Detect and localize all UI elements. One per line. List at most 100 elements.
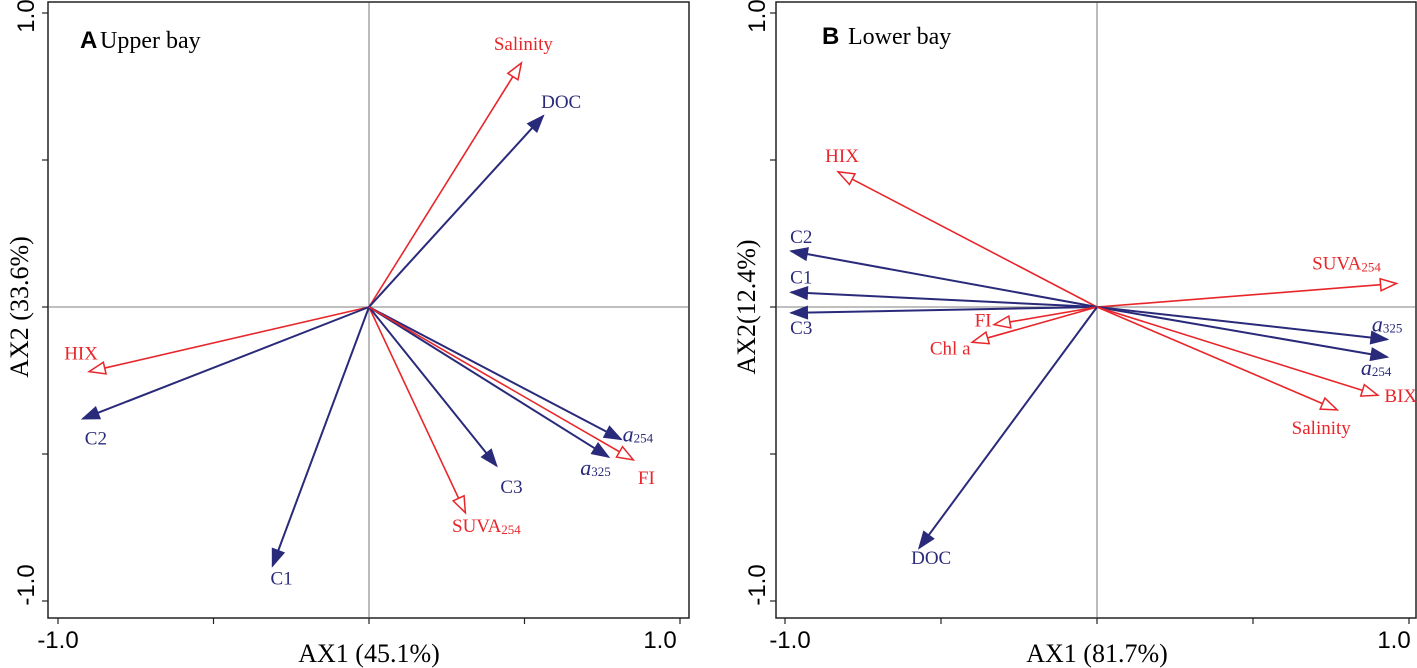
panel-a-upper-bay: A Upper bay AX1 (45.1%) AX2 (33.6%) -1.0… (5, 0, 690, 668)
x-tick-label: 1.0 (1377, 627, 1410, 654)
vector-c1: C1 (789, 268, 1098, 308)
vector-label: Salinity (1292, 418, 1352, 439)
arrowhead-icon (590, 442, 611, 459)
arrowhead-icon (506, 61, 523, 81)
panel-title: Lower bay (848, 24, 951, 50)
panel-b-lower-bay: B Lower bay AX1 (81.7%) AX2(12.4%) -1.0 … (732, 0, 1417, 668)
vector-label: DOC (541, 92, 581, 113)
vector-line (368, 115, 544, 308)
vector-label: C2 (790, 227, 812, 248)
vector-line (1096, 283, 1381, 308)
arrowhead-icon (80, 406, 102, 420)
vector-line (851, 178, 1098, 308)
arrowhead-icon (789, 305, 809, 320)
vector-label: a254 (623, 421, 654, 446)
vector-c2: C2 (80, 306, 370, 450)
arrowhead-icon (615, 445, 636, 461)
vector-line (271, 306, 370, 567)
vector-suva254: SUVA254 (1096, 254, 1399, 308)
arrowhead-icon (1369, 330, 1390, 345)
vector-label: C1 (790, 268, 812, 289)
vector-hix: HIX (825, 146, 1098, 308)
vector-line (918, 306, 1098, 549)
y-tick-label: 1.0 (744, 0, 771, 33)
vector-line (368, 306, 622, 441)
y-axis-label: AX2(12.4%) (732, 239, 761, 374)
vector-salinity: Salinity (1096, 306, 1352, 439)
vector-label: a325 (580, 455, 611, 480)
vector-line (368, 306, 620, 453)
arrowhead-icon (789, 286, 809, 301)
vector-label: HIX (64, 344, 98, 365)
vector-bix: BIX (1096, 306, 1417, 408)
vector-line (1096, 306, 1388, 358)
vector-line (368, 306, 498, 467)
vector-line (1096, 306, 1363, 392)
vector-hix: HIX (64, 306, 370, 375)
arrowhead-icon (526, 114, 545, 134)
vector-line (791, 250, 1098, 308)
vector-suva254: SUVA254 (368, 306, 521, 537)
arrowhead-icon (991, 314, 1012, 329)
vector-label: FI (975, 311, 992, 332)
x-tick-label: -1.0 (37, 627, 78, 654)
vector-c2: C2 (789, 227, 1098, 308)
plot-frame (775, 1, 1417, 619)
vector-line (368, 306, 610, 458)
vector-c3: C3 (368, 306, 523, 498)
vector-label: C3 (790, 318, 812, 339)
vector-line (368, 76, 514, 308)
vector-line (791, 306, 1098, 314)
vector-label: a254 (1361, 355, 1392, 380)
vector-a325: a325 (368, 306, 611, 480)
y-tick-label: -1.0 (744, 564, 771, 605)
vector-doc: DOC (911, 306, 1098, 569)
panel-letter: B (822, 23, 839, 50)
vector-label: Salinity (494, 34, 554, 55)
y-tick-label: -1.0 (13, 564, 40, 605)
vector-doc: DOC (368, 92, 581, 308)
arrowhead-icon (917, 530, 935, 550)
arrowhead-icon (602, 425, 623, 441)
vector-label: HIX (825, 146, 859, 167)
vector-fi: FI (975, 306, 1098, 332)
vector-line (82, 306, 370, 420)
arrowhead-icon (1369, 347, 1390, 362)
vector-label: a325 (1372, 311, 1403, 336)
arrowhead-icon (970, 330, 991, 345)
arrowhead-icon (789, 247, 809, 262)
panel-title: Upper bay (100, 28, 201, 54)
vector-salinity: Salinity (368, 34, 554, 308)
arrowhead-icon (480, 448, 498, 468)
vector-label: C2 (85, 429, 107, 450)
vector-fi: FI (368, 306, 655, 489)
vector-line (791, 291, 1098, 308)
vector-label: Chl a (930, 339, 971, 360)
vector-label: C3 (500, 477, 522, 498)
arrowhead-icon (271, 547, 286, 568)
x-axis-label: AX1 (45.1%) (298, 639, 440, 668)
vector-label: SUVA254 (1312, 254, 1381, 275)
vector-label: SUVA254 (452, 516, 521, 537)
x-tick-label: 1.0 (643, 627, 676, 654)
vector-line (104, 306, 370, 369)
vector-line (1096, 306, 1388, 341)
arrowhead-icon (1379, 277, 1399, 292)
arrowhead-icon (451, 494, 467, 515)
vector-a254: a254 (1096, 306, 1392, 380)
y-tick-label: 1.0 (13, 0, 40, 33)
vector-c1: C1 (270, 306, 370, 590)
vector-a254: a254 (368, 306, 654, 446)
x-axis-label: AX1 (81.7%) (1026, 639, 1168, 668)
vector-line (368, 306, 460, 499)
vector-line (1009, 306, 1098, 323)
y-axis-label: AX2 (33.6%) (5, 236, 34, 378)
vector-chl-a: Chl a (930, 306, 1098, 360)
vector-label: BIX (1384, 387, 1417, 408)
arrowhead-icon (1359, 383, 1380, 397)
panel-letter: A (80, 27, 97, 54)
vector-label: DOC (911, 548, 951, 569)
vector-label: FI (638, 468, 655, 489)
vector-line (987, 306, 1098, 339)
